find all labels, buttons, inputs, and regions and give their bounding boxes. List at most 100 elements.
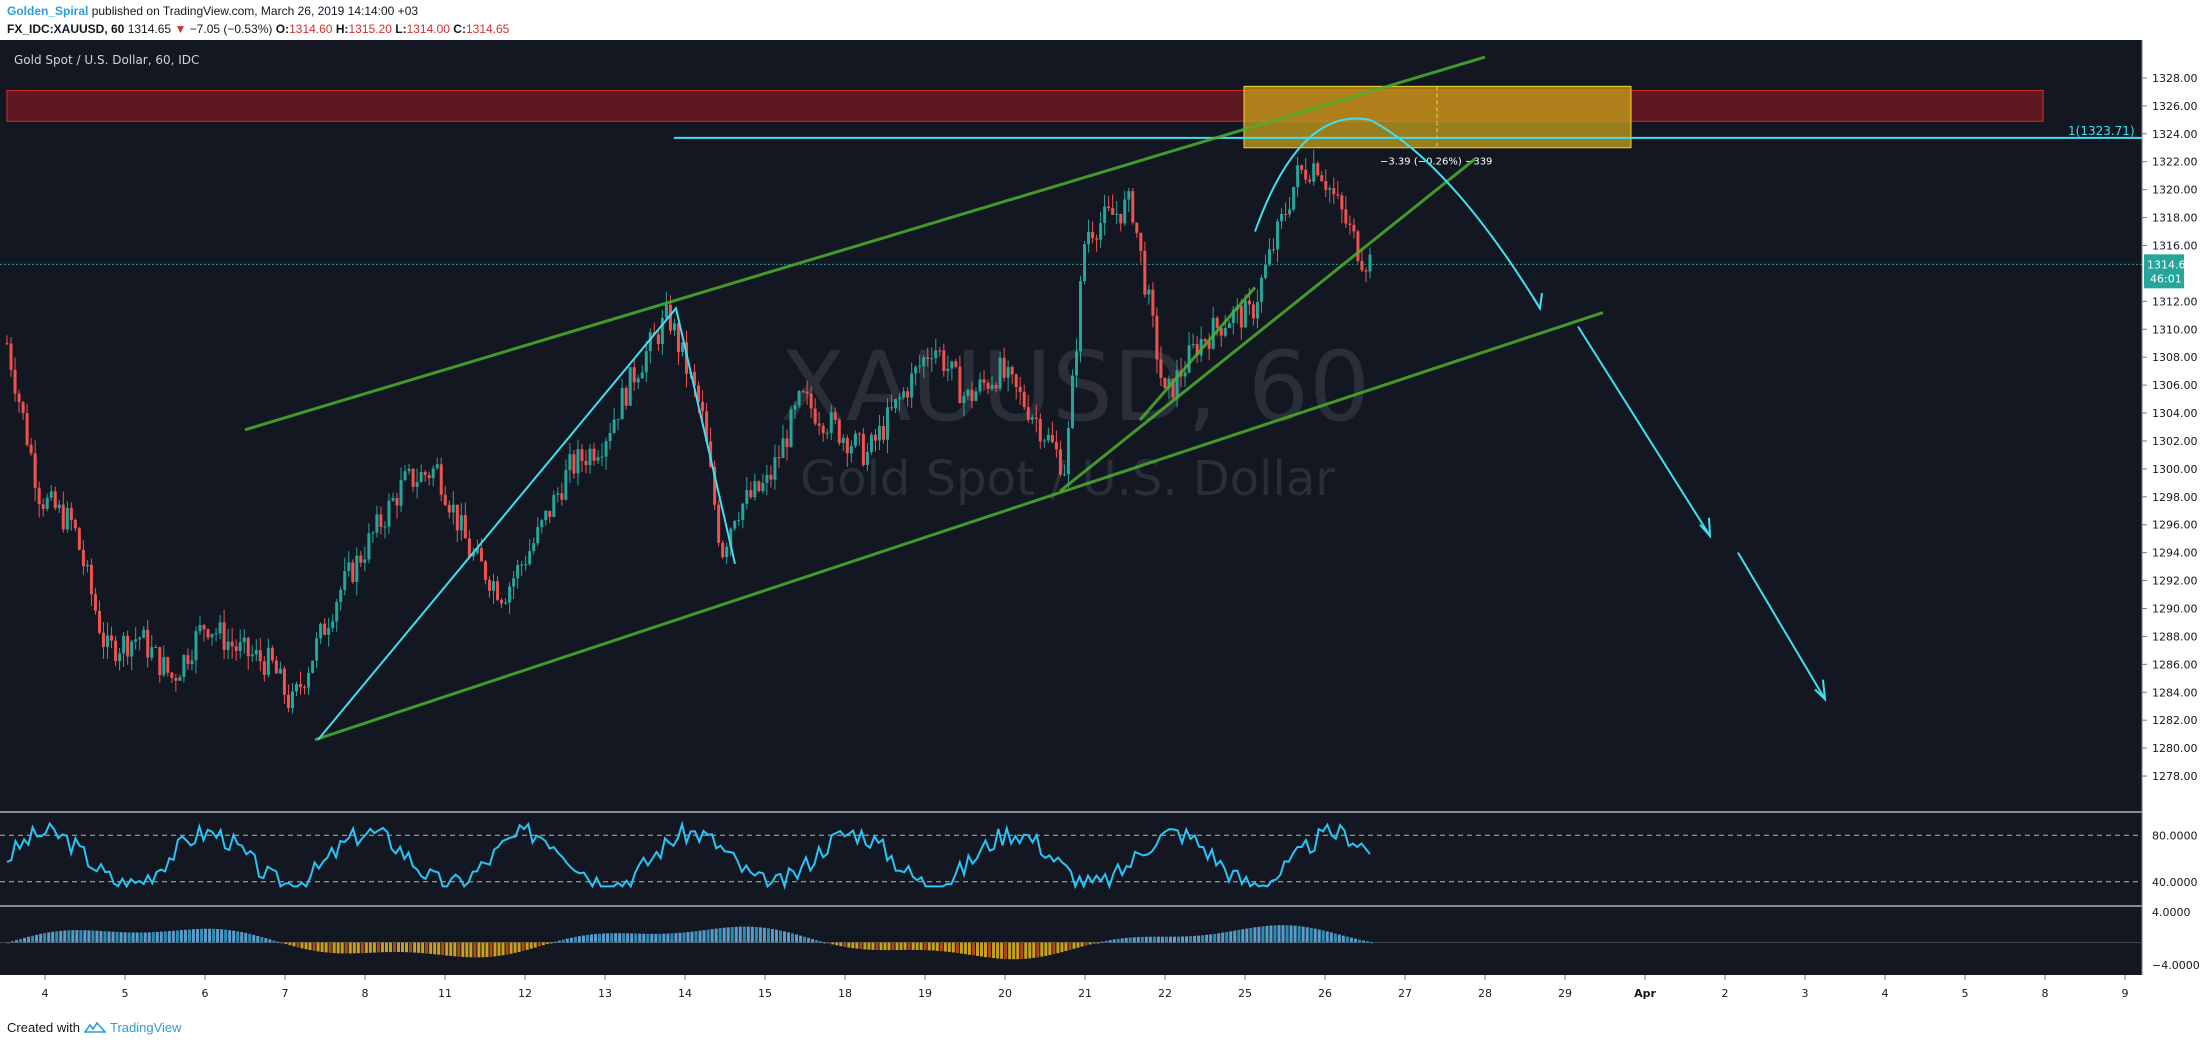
time-tick-label: 14 <box>678 987 692 1000</box>
candle-body <box>733 520 737 529</box>
candle-body <box>918 366 922 368</box>
histogram-bar <box>1313 928 1317 943</box>
candle-body <box>857 433 861 435</box>
histogram-bar <box>405 942 409 953</box>
candle-body <box>154 647 158 649</box>
histogram-bar <box>1361 940 1365 943</box>
histogram-bar <box>409 942 413 953</box>
histogram-bar <box>107 931 111 943</box>
histogram-bar <box>1357 939 1361 943</box>
histogram-bar <box>91 930 95 943</box>
histogram-bar <box>103 931 107 943</box>
histogram-bar <box>911 942 915 950</box>
candle-body <box>1312 163 1316 182</box>
candle-body <box>950 361 954 369</box>
histogram-bar <box>1084 942 1088 946</box>
candle-body <box>1336 194 1340 196</box>
candle-body <box>1187 345 1191 373</box>
price-tick-label: 1294.00 <box>2152 547 2198 560</box>
histogram-bar <box>356 942 360 954</box>
candle-body <box>616 419 620 421</box>
histogram-bar <box>517 942 521 952</box>
histogram-bar <box>328 942 332 953</box>
histogram-bar <box>260 937 264 943</box>
rsi-tick-label: 40.0000 <box>2152 876 2198 889</box>
candle-body <box>938 350 942 352</box>
candle-body <box>1087 231 1091 245</box>
candle-body <box>584 460 588 466</box>
candle-body <box>451 504 455 513</box>
histogram-bar <box>1189 936 1193 943</box>
tradingview-link[interactable]: TradingView <box>109 1020 182 1035</box>
histogram-bar <box>750 926 754 943</box>
histogram-bar <box>1116 938 1120 943</box>
candle-body <box>61 504 65 530</box>
candle-body <box>910 373 914 398</box>
time-tick-label: 5 <box>122 987 129 1000</box>
histogram-bar <box>131 932 135 943</box>
histogram-bar <box>722 927 726 943</box>
candle-body <box>914 367 918 374</box>
histogram-tick-label: −4.0000 <box>2152 959 2200 972</box>
histogram-bar <box>204 928 208 943</box>
histogram-bar <box>730 927 734 943</box>
histogram-bar <box>1281 925 1285 943</box>
candle-body <box>242 637 246 643</box>
candle-body <box>230 641 234 647</box>
histogram-bar <box>1329 932 1333 943</box>
candle-body <box>853 433 857 446</box>
candle-body <box>749 490 753 498</box>
candle-body <box>1348 223 1352 225</box>
histogram-bar <box>525 942 529 950</box>
candle-body <box>439 464 443 495</box>
candle-body <box>399 480 403 506</box>
candle-body <box>411 468 415 487</box>
candle-body <box>1143 250 1147 295</box>
price-tick-label: 1322.00 <box>2152 156 2198 169</box>
candle-body <box>254 650 258 655</box>
last-price-label: 1314.65 <box>2147 258 2193 271</box>
histogram-bar <box>308 942 312 951</box>
close-value: 1314.65 <box>465 22 510 36</box>
time-tick-label: 5 <box>1962 987 1969 1000</box>
histogram-bar <box>67 930 71 943</box>
histogram-bar <box>1341 935 1345 943</box>
histogram-bar <box>1309 927 1313 943</box>
candle-body <box>150 647 154 658</box>
histogram-bar <box>1128 937 1132 943</box>
candle-body <box>343 570 347 590</box>
time-tick-label: 29 <box>1558 987 1572 1000</box>
candle-body <box>1002 357 1006 378</box>
histogram-bar <box>835 942 839 946</box>
candle-body <box>741 503 745 520</box>
histogram-bar <box>276 941 280 943</box>
candle-body <box>833 412 837 420</box>
histogram-tick-label: 4.0000 <box>2152 906 2191 919</box>
histogram-bar <box>240 932 244 943</box>
publish-info: Golden_Spiral published on TradingView.c… <box>7 4 418 18</box>
candle-body <box>1332 188 1336 195</box>
histogram-bar <box>1261 926 1265 943</box>
histogram-bar <box>630 933 634 943</box>
candle-body <box>331 621 335 629</box>
candle-body <box>339 589 343 603</box>
candle-body <box>1115 213 1119 215</box>
candle-body <box>1123 199 1127 224</box>
histogram-bar <box>879 942 883 951</box>
candle-body <box>475 548 479 553</box>
histogram-bar <box>35 934 39 943</box>
candle-body <box>17 393 21 402</box>
last-price: 1314.65 <box>127 22 172 36</box>
candle-body <box>1135 222 1139 233</box>
tradingview-logo-icon <box>83 1021 106 1033</box>
histogram-bar <box>433 942 437 955</box>
author-link[interactable]: Golden_Spiral <box>7 4 89 18</box>
candle-body <box>1103 206 1107 224</box>
histogram-bar <box>951 942 955 953</box>
last-price-badge <box>2144 254 2184 289</box>
histogram-bar <box>891 942 895 951</box>
candle-body <box>793 405 797 410</box>
candle-body <box>363 559 367 563</box>
histogram-bar <box>1193 935 1197 943</box>
